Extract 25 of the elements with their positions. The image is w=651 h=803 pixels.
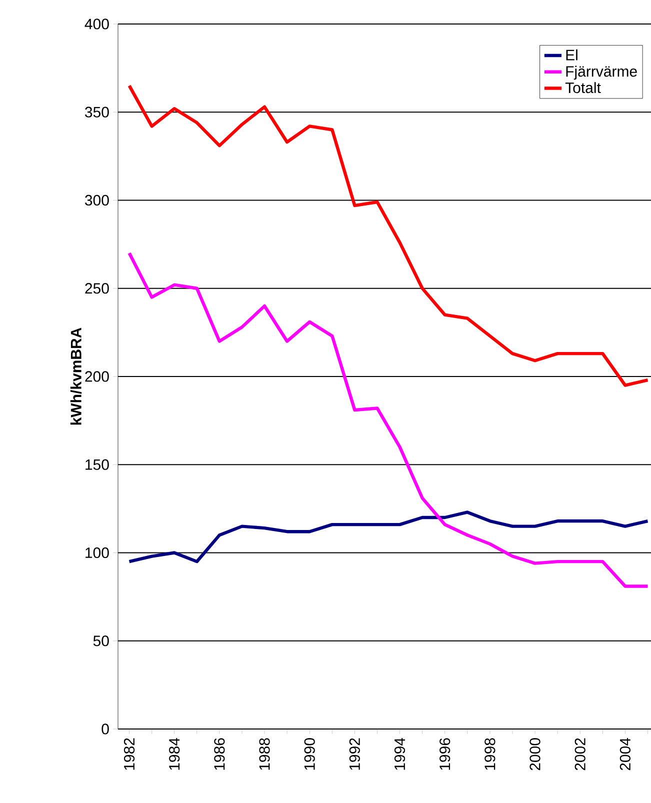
x-tick-label: 1996 — [440, 738, 450, 770]
y-tick-label: 50 — [93, 636, 109, 646]
y-tick-label: 100 — [86, 547, 109, 558]
y-tick-label: 350 — [85, 106, 109, 118]
x-tick-label: 1984 — [169, 738, 180, 770]
x-tick-label: 1998 — [484, 738, 496, 770]
x-tick-label: 2002 — [574, 738, 586, 770]
y-axis-title: kWh/kvmBRA — [70, 328, 82, 425]
y-tick-label: 300 — [85, 194, 109, 206]
x-tick-label: 1986 — [214, 738, 225, 770]
x-tick-label: 1994 — [394, 738, 406, 770]
x-tick-label: 1990 — [304, 738, 315, 770]
x-tick-label: 1992 — [349, 738, 360, 770]
y-tick-label: 250 — [85, 283, 109, 294]
y-tick-label: 0 — [102, 724, 109, 734]
legend-label: El — [566, 49, 578, 60]
legend-label: Totalt — [565, 82, 601, 94]
y-tick-label: 200 — [85, 371, 109, 382]
legend-label: Fjärrvärme — [566, 66, 637, 80]
x-tick-label: 1982 — [124, 738, 135, 770]
x-tick-label: 2000 — [530, 738, 540, 770]
x-tick-label: 1988 — [259, 738, 270, 770]
y-tick-label: 400 — [84, 18, 109, 30]
y-tick-label: 150 — [86, 459, 109, 470]
x-tick-label: 2004 — [620, 738, 630, 770]
